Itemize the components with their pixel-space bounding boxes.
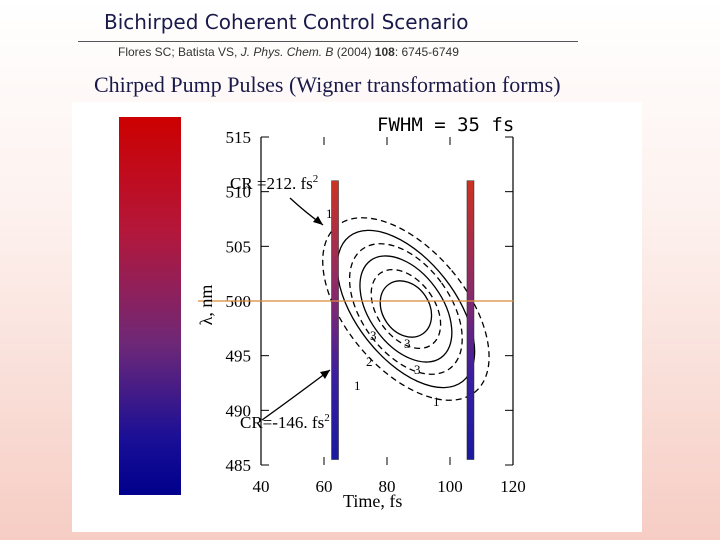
- contour-line: [348, 243, 463, 375]
- citation-year: (2004): [333, 45, 375, 59]
- citation-volume: 108: [374, 45, 395, 59]
- x-tick-label: 120: [500, 477, 526, 496]
- cr-negative-text: CR=-146. fs: [240, 413, 324, 432]
- y-tick-label: 515: [226, 128, 252, 147]
- pulse-bar: [331, 180, 339, 460]
- contour-level-label: 1: [433, 394, 440, 409]
- y-tick-label: 485: [226, 456, 252, 475]
- cr-negative-label: CR=-146. fs2: [240, 412, 330, 432]
- colorbar: [119, 117, 181, 495]
- contour-level-label: 2: [366, 354, 373, 369]
- cr-negative-sup: 2: [324, 412, 330, 424]
- contour-level-label: 3: [404, 336, 411, 351]
- y-tick-label: 490: [226, 401, 252, 420]
- x-tick-label: 80: [379, 477, 396, 496]
- contour-level-label: 3: [370, 328, 377, 343]
- y-tick-label: 505: [226, 237, 252, 256]
- cr-negative-arrow: [261, 369, 331, 421]
- contour-level-label: 1: [354, 378, 361, 393]
- contour-line: [359, 255, 453, 363]
- contour-level-label: 3: [414, 362, 421, 377]
- citation: Flores SC; Batista VS, J. Phys. Chem. B …: [118, 45, 459, 59]
- contour-line: [322, 217, 490, 401]
- y-tick-label: 510: [226, 183, 252, 202]
- contour-line: [379, 280, 433, 338]
- y-tick-label: 495: [226, 347, 252, 366]
- citation-journal: J. Phys. Chem. B: [240, 45, 334, 59]
- citation-pages: : 6745-6749: [394, 45, 459, 59]
- x-axis-label: Time, fs: [343, 491, 402, 511]
- x-tick-label: 40: [253, 477, 270, 496]
- cr-positive-text: CR =212. fs: [230, 174, 313, 193]
- fwhm-label: FWHM = 35 fs: [377, 114, 514, 136]
- contour-line: [370, 268, 442, 350]
- contour-line: [336, 229, 476, 389]
- y-axis-label: λ, nm: [196, 285, 216, 326]
- panel-title: Chirped Pump Pulses (Wigner transformati…: [94, 72, 561, 97]
- slide-title: Bichirped Coherent Control Scenario: [104, 10, 469, 34]
- contour-level-label: 1: [326, 206, 333, 221]
- title-divider: [78, 41, 578, 42]
- x-tick-label: 100: [437, 477, 463, 496]
- cr-positive-sup: 2: [313, 173, 319, 185]
- x-tick-label: 60: [316, 477, 333, 496]
- cr-positive-label: CR =212. fs2: [230, 173, 318, 193]
- citation-authors: Flores SC; Batista VS,: [118, 45, 241, 59]
- cr-negative-arrowhead: [320, 370, 330, 379]
- cr-positive-arrowhead: [313, 216, 323, 225]
- pulse-bar: [466, 180, 475, 460]
